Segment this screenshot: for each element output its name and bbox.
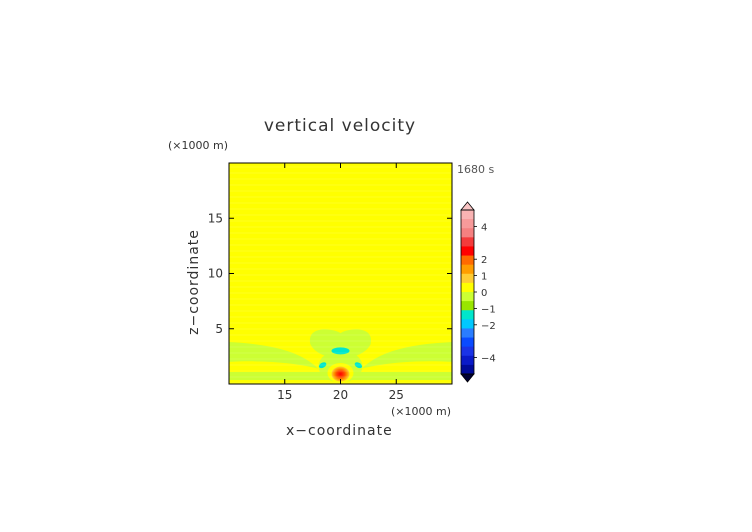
colorbar-segment — [461, 337, 474, 348]
colorbar-tick-label: 1 — [481, 272, 487, 283]
chart-title: vertical velocity — [263, 116, 417, 136]
colorbar-segment — [461, 255, 474, 266]
colorbar-segment — [461, 282, 474, 293]
colorbar-segment — [461, 237, 474, 247]
colorbar-segment — [461, 310, 474, 320]
field-downdraft-left — [318, 362, 327, 369]
field-downdraft-right — [354, 362, 363, 369]
field-downdraft-cap — [331, 347, 350, 355]
z-axis-unit: (×1000 m) — [168, 139, 229, 152]
colorbar-segment — [461, 301, 474, 311]
x-axis-label: x−coordinate — [286, 423, 393, 439]
colorbar-segment — [461, 228, 474, 238]
y-tick-label: 15 — [208, 211, 223, 225]
y-tick-label: 10 — [208, 267, 223, 281]
colorbar-segment — [461, 319, 474, 329]
colorbar-tick-label: −1 — [481, 304, 496, 315]
colorbar-tick-label: 2 — [481, 255, 487, 266]
colorbar-max-arrow — [460, 201, 475, 211]
field-updraft-core — [331, 366, 350, 382]
colorbar: 4 2 1 0 −1 −2 −4 — [460, 201, 496, 383]
colorbar-segment — [461, 364, 474, 375]
field-central-lobe — [309, 329, 372, 358]
axes: 15 20 25 5 10 15 — [208, 162, 453, 402]
colorbar-segment — [461, 355, 474, 366]
x-tick-label: 25 — [389, 388, 404, 402]
colorbar-segment — [461, 346, 474, 357]
colorbar-segment — [461, 246, 474, 257]
x-axis-unit: (×1000 m) — [391, 405, 452, 418]
colorbar-segment — [461, 264, 474, 275]
colorbar-segment — [461, 292, 474, 302]
colorbar-tick-label: 0 — [481, 288, 487, 299]
x-tick-label: 20 — [333, 388, 348, 402]
colorbar-tick-label: 4 — [481, 222, 487, 233]
field-right-arm — [362, 342, 452, 369]
y-tick-label: 5 — [215, 322, 223, 336]
plot-area — [229, 163, 452, 384]
colorbar-segment — [461, 328, 474, 339]
colorbar-tick-label: −4 — [481, 354, 496, 365]
colorbar-min-arrow — [460, 373, 475, 383]
colorbar-tick-label: −2 — [481, 321, 496, 332]
x-tick-label: 15 — [277, 388, 292, 402]
colorbar-segment — [461, 273, 474, 284]
colorbar-segment — [461, 210, 474, 220]
field-left-arm — [229, 342, 318, 369]
time-label: 1680 s — [457, 163, 495, 176]
colorbar-segment — [461, 219, 474, 229]
